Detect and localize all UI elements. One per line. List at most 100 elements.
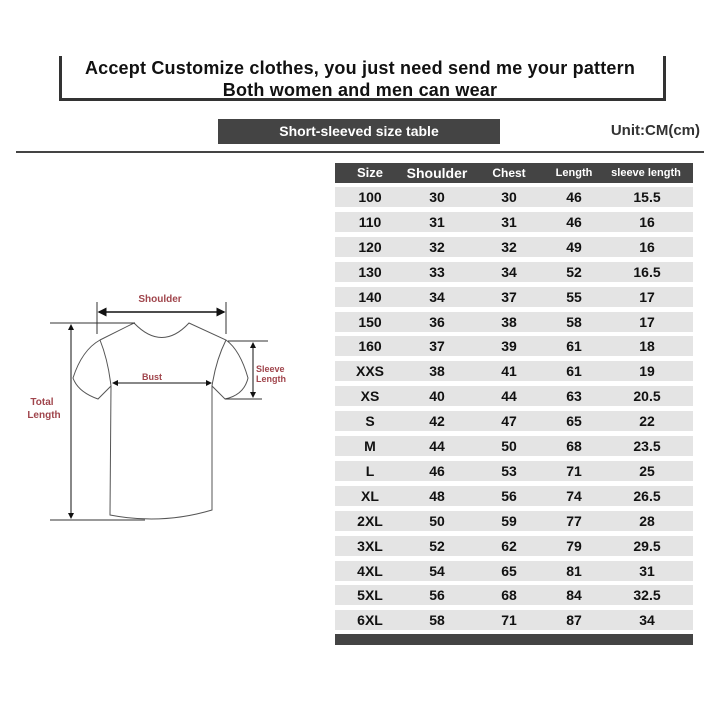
header-length: Length: [555, 167, 593, 179]
table-title: Short-sleeved size table: [218, 119, 500, 144]
cell-sleeve-length: 15.5: [633, 189, 661, 205]
cell-chest: 37: [501, 288, 517, 305]
cell-size: 110: [358, 213, 382, 230]
table-row: 4XL 54 65 81 31: [335, 560, 693, 581]
cell-shoulder: 32: [429, 238, 445, 255]
cell-length: 74: [566, 487, 582, 504]
header-chest: Chest: [492, 166, 526, 180]
cell-length: 49: [566, 238, 582, 255]
cell-size: S: [365, 413, 375, 430]
cell-size: 5XL: [357, 587, 383, 604]
cell-chest: 71: [501, 612, 517, 629]
table-row: 110 31 31 46 16: [335, 211, 693, 232]
cell-length: 87: [566, 612, 582, 629]
table-row: 120 32 32 49 16: [335, 236, 693, 257]
cell-length: 46: [566, 189, 582, 205]
banner-line-2: Both women and men can wear: [222, 80, 498, 100]
sleeve-label-2: Length: [256, 374, 286, 384]
cell-chest: 32: [501, 238, 517, 255]
cell-chest: 59: [501, 512, 517, 529]
cell-sleeve-length: 17: [639, 313, 655, 330]
cell-sleeve-length: 16: [639, 238, 655, 255]
cell-size: 160: [358, 338, 382, 355]
cell-sleeve-length: 22: [639, 413, 655, 430]
cell-chest: 65: [501, 562, 517, 579]
cell-size: 130: [358, 263, 382, 280]
table-row: S 42 47 65 22: [335, 411, 693, 432]
cell-size: XS: [360, 388, 380, 405]
cell-length: 81: [566, 562, 582, 579]
table-header: Size Shoulder Chest Length sleeve length: [335, 163, 693, 183]
total-label-2: Length: [27, 410, 60, 421]
cell-shoulder: 58: [429, 612, 445, 629]
cell-size: XL: [361, 487, 379, 504]
cell-length: 65: [566, 413, 582, 430]
header-size: Size: [356, 165, 384, 180]
cell-sleeve-length: 34: [639, 612, 655, 629]
cell-chest: 30: [501, 189, 517, 205]
cell-size: 100: [358, 189, 382, 205]
cell-shoulder: 56: [429, 587, 445, 604]
cell-sleeve-length: 29.5: [633, 537, 661, 554]
cell-shoulder: 31: [429, 213, 445, 230]
cell-size: 2XL: [357, 512, 383, 529]
unit-label: Unit:CM(cm): [610, 122, 700, 139]
sleeve-label-1: Sleeve: [256, 364, 285, 374]
cell-shoulder: 54: [429, 562, 445, 579]
cell-size: 140: [358, 288, 382, 305]
cell-length: 63: [566, 388, 582, 405]
table-row: 100 30 30 46 15.5: [335, 187, 693, 207]
table-row: 130 33 34 52 16.5: [335, 261, 693, 282]
cell-chest: 53: [501, 462, 517, 479]
cell-shoulder: 40: [429, 388, 445, 405]
cell-sleeve-length: 31: [639, 562, 655, 579]
cell-size: L: [365, 462, 375, 479]
table-row: M 44 50 68 23.5: [335, 436, 693, 456]
table-row: 140 34 37 55 17: [335, 286, 693, 307]
table-row: 160 37 39 61 18: [335, 336, 693, 357]
cell-chest: 41: [501, 363, 517, 380]
table-row: 3XL 52 62 79 29.5: [335, 535, 693, 556]
tshirt-outline: [72, 322, 249, 520]
cell-shoulder: 48: [429, 487, 445, 504]
table-row: 2XL 50 59 77 28: [335, 510, 693, 531]
table-row: XS 40 44 63 20.5: [335, 386, 693, 407]
cell-size: 120: [358, 238, 382, 255]
table-row: 5XL 56 68 84 32.5: [335, 585, 693, 606]
cell-chest: 50: [501, 438, 517, 454]
table-row: L 46 53 71 25: [335, 460, 693, 481]
cell-sleeve-length: 23.5: [633, 438, 661, 454]
cell-length: 52: [566, 263, 582, 280]
cell-size: XXS: [355, 363, 385, 380]
cell-chest: 38: [501, 313, 517, 330]
cell-size: 3XL: [357, 537, 383, 554]
cell-shoulder: 37: [429, 338, 445, 355]
cell-length: 71: [566, 462, 582, 479]
cell-shoulder: 44: [429, 438, 445, 454]
cell-length: 68: [566, 438, 582, 454]
cell-chest: 47: [501, 413, 517, 430]
tshirt-diagram: Shoulder Bust Sleeve Length Total Length: [27, 294, 286, 521]
bust-label: Bust: [142, 372, 162, 382]
cell-shoulder: 34: [429, 288, 445, 305]
banner-line-1: Accept Customize clothes, you just need …: [84, 58, 636, 78]
cell-sleeve-length: 20.5: [633, 388, 661, 405]
cell-sleeve-length: 28: [639, 512, 655, 529]
cell-shoulder: 46: [429, 462, 445, 479]
header-sleeve-length: sleeve length: [611, 167, 681, 179]
table-footer-bar: [335, 634, 693, 645]
cell-size: M: [364, 438, 376, 454]
cell-sleeve-length: 32.5: [633, 587, 661, 604]
cell-chest: 62: [501, 537, 517, 554]
cell-size: 6XL: [357, 612, 383, 629]
cell-sleeve-length: 17: [639, 288, 655, 305]
cell-sleeve-length: 16.5: [633, 263, 661, 280]
cell-shoulder: 52: [429, 537, 445, 554]
cell-size: 150: [358, 313, 382, 330]
cell-sleeve-length: 26.5: [633, 487, 661, 504]
cell-shoulder: 33: [429, 263, 445, 280]
divider: [16, 151, 704, 153]
total-label-1: Total: [30, 397, 53, 408]
cell-chest: 34: [501, 263, 517, 280]
